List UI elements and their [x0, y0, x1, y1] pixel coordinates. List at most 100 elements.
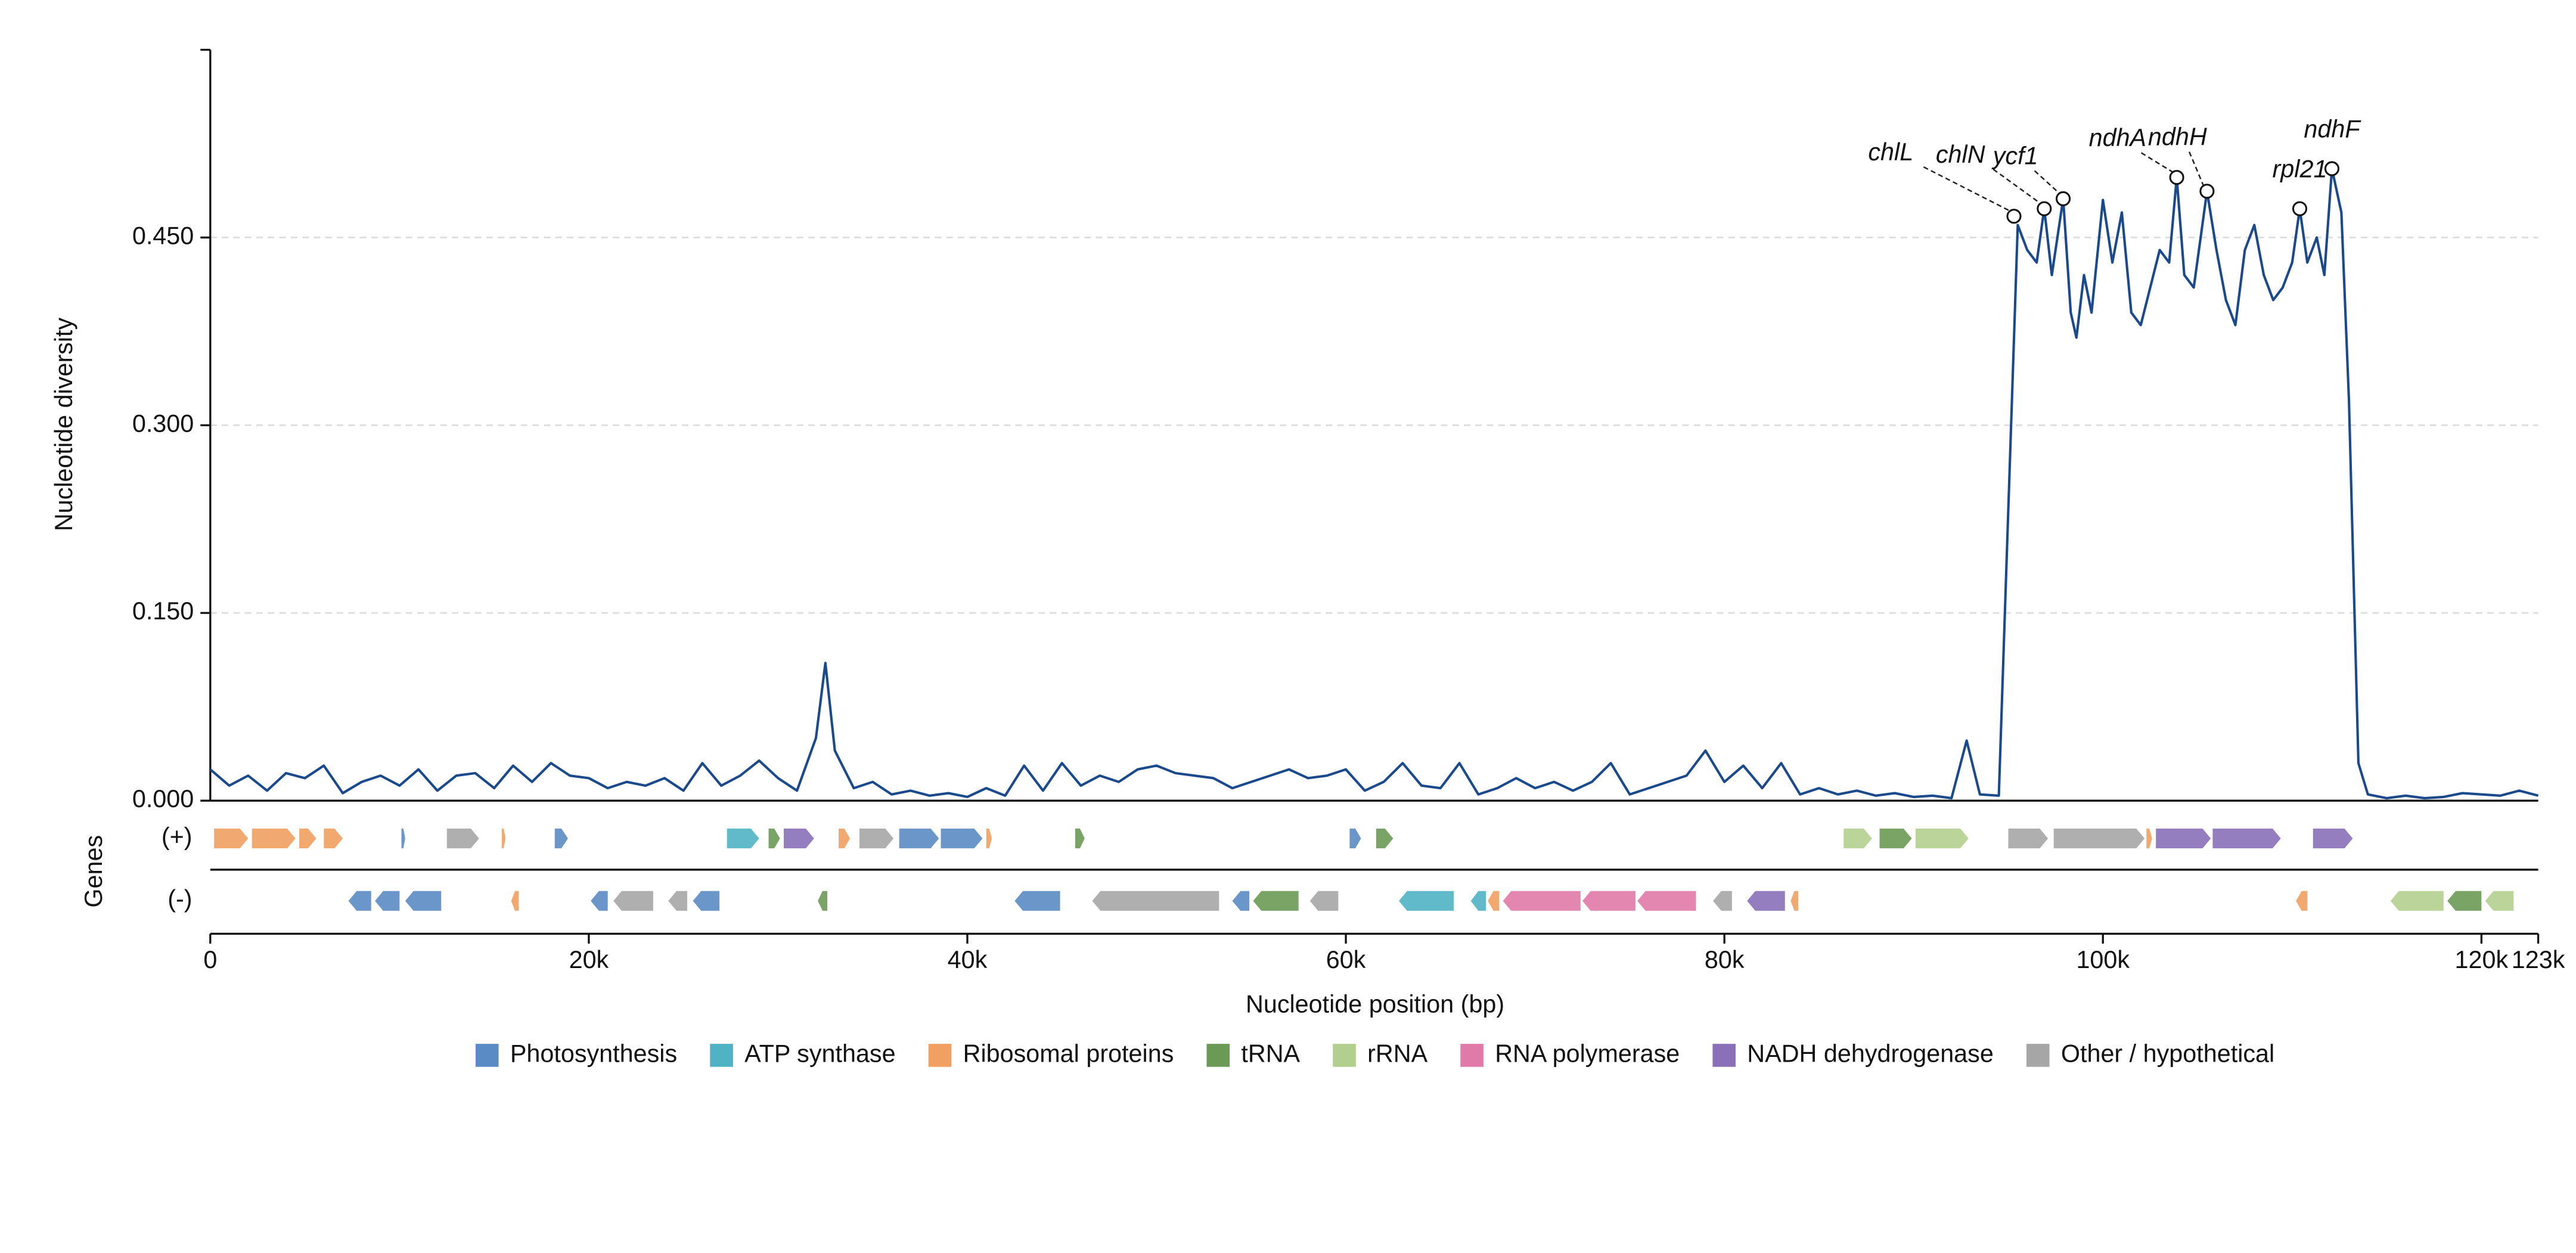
y-tick-label: 0.300	[132, 410, 194, 437]
gene	[818, 891, 828, 911]
gene	[1747, 891, 1785, 911]
gene	[1843, 829, 1872, 849]
gene	[1232, 891, 1250, 911]
gene	[693, 891, 720, 911]
annotation-point	[2199, 184, 2215, 199]
gene	[2447, 891, 2482, 911]
x-tick-label: 80k	[1705, 946, 1745, 973]
gene	[591, 891, 608, 911]
annotation-leader	[2140, 152, 2174, 173]
legend-label: rRNA	[1367, 1040, 1427, 1067]
legend-label: ATP synthase	[744, 1040, 895, 1067]
gene	[986, 829, 992, 849]
legend-swatch	[1206, 1044, 1230, 1067]
gene	[375, 891, 400, 911]
gene	[899, 829, 939, 849]
annotation-label: ycf1	[1991, 142, 2038, 169]
gene	[446, 829, 479, 849]
gene	[2296, 891, 2308, 911]
annotation-leader	[2188, 151, 2205, 187]
gene	[613, 891, 653, 911]
annotation-label: ndhA	[2089, 124, 2147, 151]
annotation-leader	[1992, 168, 2042, 204]
gene	[1349, 829, 1361, 849]
gene	[1879, 829, 1912, 849]
x-tick-label: 100k	[2076, 946, 2130, 973]
gene	[2313, 829, 2353, 849]
gene	[727, 829, 759, 849]
legend-label: Ribosomal proteins	[963, 1040, 1174, 1067]
x-tick-label: 60k	[1326, 946, 1366, 973]
gene	[1014, 891, 1060, 911]
gene	[2146, 829, 2152, 849]
strand-label: (-)	[167, 885, 192, 913]
legend-swatch	[1333, 1044, 1356, 1067]
gene	[1790, 891, 1799, 911]
annotation-leader	[2034, 170, 2060, 194]
gene	[668, 891, 688, 911]
y-tick-label: 0.150	[132, 597, 194, 625]
gene-track-title: Genes	[80, 835, 107, 908]
gene	[839, 829, 851, 849]
gene	[299, 829, 316, 849]
gene	[1398, 891, 1454, 911]
gene	[1470, 891, 1486, 911]
gene	[1503, 891, 1581, 911]
gene	[1092, 891, 1219, 911]
gene	[2485, 891, 2514, 911]
gene	[1488, 891, 1500, 911]
gene	[1637, 891, 1696, 911]
gene	[405, 891, 442, 911]
gene	[214, 829, 249, 849]
annotation-label: chlL	[1868, 138, 1913, 166]
diversity-line	[209, 167, 2539, 800]
gene	[1713, 891, 1732, 911]
gene	[348, 891, 371, 911]
y-tick-label: 0.000	[132, 785, 194, 812]
x-tick-label: 120k	[2455, 946, 2509, 973]
gene	[2390, 891, 2444, 911]
annotation-point	[2324, 161, 2340, 176]
annotation-point	[2169, 170, 2184, 185]
x-axis-label: Nucleotide position (bp)	[1246, 991, 1504, 1018]
x-tick-label: 20k	[569, 946, 609, 973]
annotation-point	[2006, 209, 2022, 224]
gene	[2053, 829, 2145, 849]
annotation-label: ndhH	[2148, 123, 2207, 150]
legend-label: RNA polymerase	[1495, 1040, 1680, 1067]
gene	[1253, 891, 1299, 911]
gene	[783, 829, 814, 849]
y-axis-label: Nucleotide diversity	[50, 317, 77, 531]
gene	[1376, 829, 1393, 849]
annotation-point	[2292, 201, 2308, 216]
gene	[511, 891, 519, 911]
annotation-label: chlN	[1936, 141, 1985, 168]
gene	[1582, 891, 1635, 911]
gene	[2008, 829, 2049, 849]
gene	[768, 829, 780, 849]
x-tick-label: 123k	[2512, 946, 2565, 973]
gene	[1915, 829, 1969, 849]
legend: Photosynthesis ATP synthase Ribosomal prot…	[475, 1040, 2274, 1067]
legend-swatch	[475, 1044, 499, 1067]
annotation-point	[2056, 191, 2071, 206]
legend-swatch	[1712, 1044, 1736, 1067]
annotation-point	[2037, 201, 2052, 216]
gene	[941, 829, 983, 849]
x-tick-label: 0	[203, 946, 217, 973]
gene	[401, 829, 405, 849]
gene	[1075, 829, 1085, 849]
strand-label: (+)	[162, 823, 193, 850]
gene	[554, 829, 568, 849]
gene	[252, 829, 296, 849]
annotation-leader	[1923, 166, 2012, 212]
gene	[2156, 829, 2211, 849]
legend-swatch	[2026, 1044, 2050, 1067]
x-tick-label: 40k	[948, 946, 988, 973]
legend-label: tRNA	[1241, 1040, 1300, 1067]
y-tick-label: 0.450	[132, 222, 194, 249]
legend-label: Other / hypothetical	[2061, 1040, 2274, 1067]
gene	[324, 829, 343, 849]
